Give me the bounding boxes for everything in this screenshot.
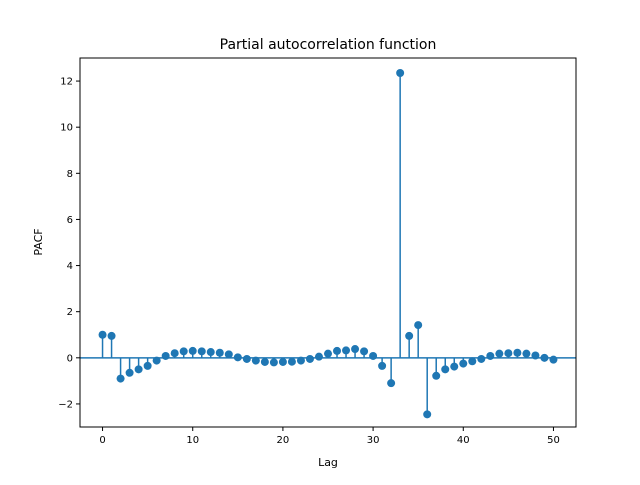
- stem-marker: [134, 365, 143, 374]
- stem-marker: [450, 362, 459, 371]
- stem-marker: [278, 357, 287, 366]
- stem-marker: [522, 349, 531, 358]
- x-tick-label: 20: [277, 435, 290, 446]
- stem-marker: [513, 348, 522, 357]
- stem-marker: [360, 347, 369, 356]
- stem-marker: [351, 345, 360, 354]
- stem-marker: [161, 351, 170, 360]
- chart-title: Partial autocorrelation function: [220, 37, 437, 53]
- x-tick-label: 0: [99, 435, 105, 446]
- stem-marker: [179, 347, 188, 356]
- stem-marker: [116, 374, 125, 383]
- y-axis-label: PACF: [32, 228, 45, 255]
- stem-marker: [170, 349, 179, 358]
- stem-marker: [197, 347, 206, 356]
- x-tick-label: 30: [367, 435, 380, 446]
- stem-marker: [152, 356, 161, 365]
- stem-marker: [333, 346, 342, 355]
- stem-marker: [549, 355, 558, 364]
- stem-marker: [342, 346, 351, 355]
- stem-marker: [468, 357, 477, 366]
- y-tick-label: 8: [67, 169, 73, 180]
- x-tick-label: 50: [547, 435, 560, 446]
- stem-marker: [396, 68, 405, 77]
- stem-marker: [143, 361, 152, 370]
- stem-marker: [459, 359, 468, 368]
- y-tick-label: 6: [67, 215, 73, 226]
- stem-marker: [414, 321, 423, 330]
- x-axis: 0 10 20 30 40 50: [99, 427, 560, 446]
- y-tick-label: 12: [60, 77, 73, 88]
- markers-layer: [98, 68, 558, 419]
- stem-marker: [206, 348, 215, 357]
- y-axis: −2 0 2 4 6 8 10 12: [58, 77, 80, 410]
- stem-marker: [305, 354, 314, 363]
- y-tick-label: 10: [60, 123, 73, 134]
- stem-marker: [188, 346, 197, 355]
- x-tick-label: 10: [186, 435, 199, 446]
- stem-marker: [423, 410, 432, 419]
- plot-frame: [79, 57, 577, 428]
- stem-marker: [387, 379, 396, 388]
- stem-marker: [260, 357, 269, 366]
- stem-marker: [441, 365, 450, 374]
- stem-marker: [224, 350, 233, 359]
- stem-marker: [296, 356, 305, 365]
- x-tick-label: 40: [457, 435, 470, 446]
- stem-marker: [369, 351, 378, 360]
- stem-marker: [432, 371, 441, 380]
- stem-marker: [477, 354, 486, 363]
- stem-marker: [107, 331, 116, 340]
- stem-marker: [378, 361, 387, 370]
- stem-marker: [125, 368, 134, 377]
- x-axis-label: Lag: [318, 456, 338, 469]
- y-tick-label: 0: [67, 353, 73, 364]
- stem-marker: [314, 352, 323, 361]
- stem-marker: [504, 349, 513, 358]
- stem-marker: [269, 358, 278, 367]
- stem-marker: [495, 349, 504, 358]
- stem-marker: [251, 356, 260, 365]
- y-tick-label: −2: [58, 399, 73, 410]
- stem-marker: [531, 351, 540, 360]
- stem-marker: [242, 354, 251, 363]
- stem-marker: [98, 330, 107, 339]
- y-tick-label: 2: [67, 307, 73, 318]
- y-tick-label: 4: [67, 261, 73, 272]
- stem-marker: [486, 351, 495, 360]
- stem-marker: [324, 349, 332, 358]
- stem-marker: [287, 357, 296, 366]
- stem-marker: [405, 331, 414, 340]
- stem-marker: [233, 353, 242, 362]
- stem-marker: [540, 353, 549, 362]
- stem-marker: [215, 348, 224, 357]
